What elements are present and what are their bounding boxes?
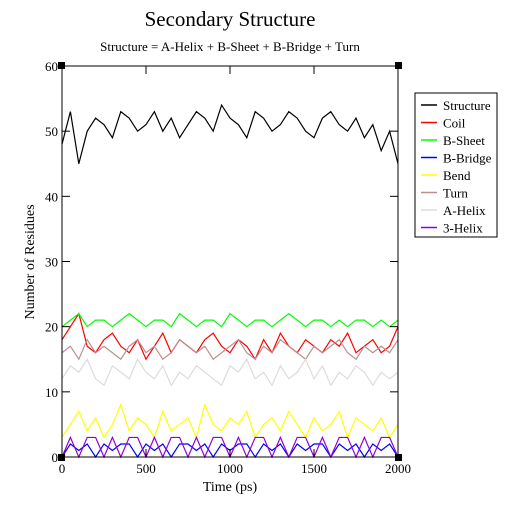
corner-marker <box>395 454 402 461</box>
y-tick-label: 30 <box>45 255 58 270</box>
series-line <box>61 103 399 164</box>
x-tick-label: 500 <box>136 461 156 476</box>
series-line <box>61 338 399 361</box>
x-tick-label: 1000 <box>217 461 243 476</box>
plot-frame <box>61 65 399 458</box>
series-line <box>61 312 399 328</box>
legend-label: Turn <box>443 186 468 201</box>
legend-label: 3-Helix <box>443 221 483 236</box>
y-tick-label: 0 <box>52 450 59 465</box>
legend-label: B-Bridge <box>443 151 492 166</box>
series-line <box>61 357 399 387</box>
x-tick-label: 0 <box>59 461 66 476</box>
chart-title: Secondary Structure <box>145 7 316 31</box>
x-tick-label: 1500 <box>301 461 327 476</box>
y-tick-label: 20 <box>45 320 58 335</box>
y-tick-label: 60 <box>45 59 58 74</box>
legend-label: Structure <box>443 98 491 113</box>
series-line <box>61 403 399 440</box>
y-tick-label: 10 <box>45 385 58 400</box>
series-line <box>61 312 399 361</box>
y-tick-label: 40 <box>45 189 58 204</box>
plot-area <box>61 103 399 459</box>
corner-marker <box>58 62 65 69</box>
x-tick-label: 2000 <box>385 461 411 476</box>
corner-marker <box>395 62 402 69</box>
y-tick-label: 50 <box>45 124 58 139</box>
corner-marker <box>58 454 65 461</box>
legend-label: B-Sheet <box>443 133 485 148</box>
legend-label: Coil <box>443 116 466 131</box>
legend-label: A-Helix <box>443 203 486 218</box>
legend-box <box>414 92 498 238</box>
chart-subtitle: Structure = A-Helix + B-Sheet + B-Bridge… <box>100 39 360 54</box>
legend-label: Bend <box>443 168 471 183</box>
y-axis-label: Number of Residues <box>23 204 38 319</box>
x-axis-label: Time (ps) <box>203 480 258 495</box>
